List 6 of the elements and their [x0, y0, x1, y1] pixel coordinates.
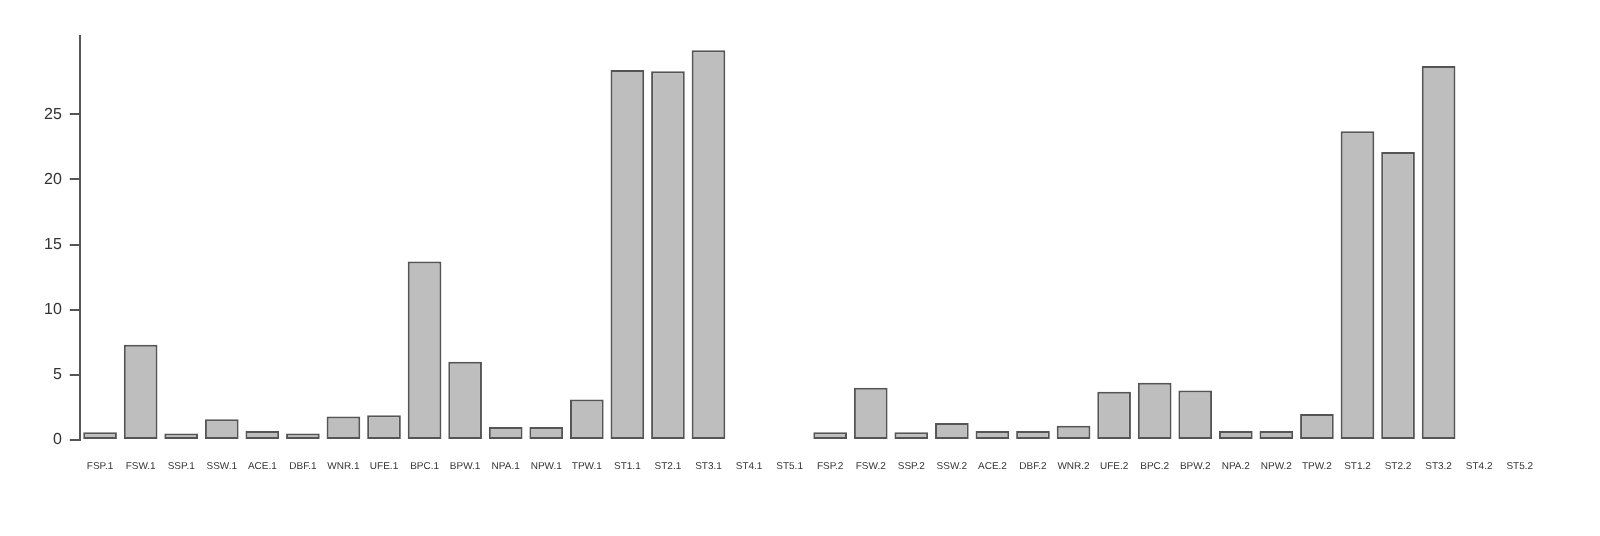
y-tick-label: 25 — [43, 104, 63, 123]
y-tick-label: 0 — [52, 430, 63, 449]
y-tick-label: 20 — [43, 169, 63, 188]
y-tick-label: 10 — [43, 300, 63, 319]
y-tick-label: 15 — [43, 234, 63, 253]
y-tick-label: 5 — [52, 365, 63, 384]
